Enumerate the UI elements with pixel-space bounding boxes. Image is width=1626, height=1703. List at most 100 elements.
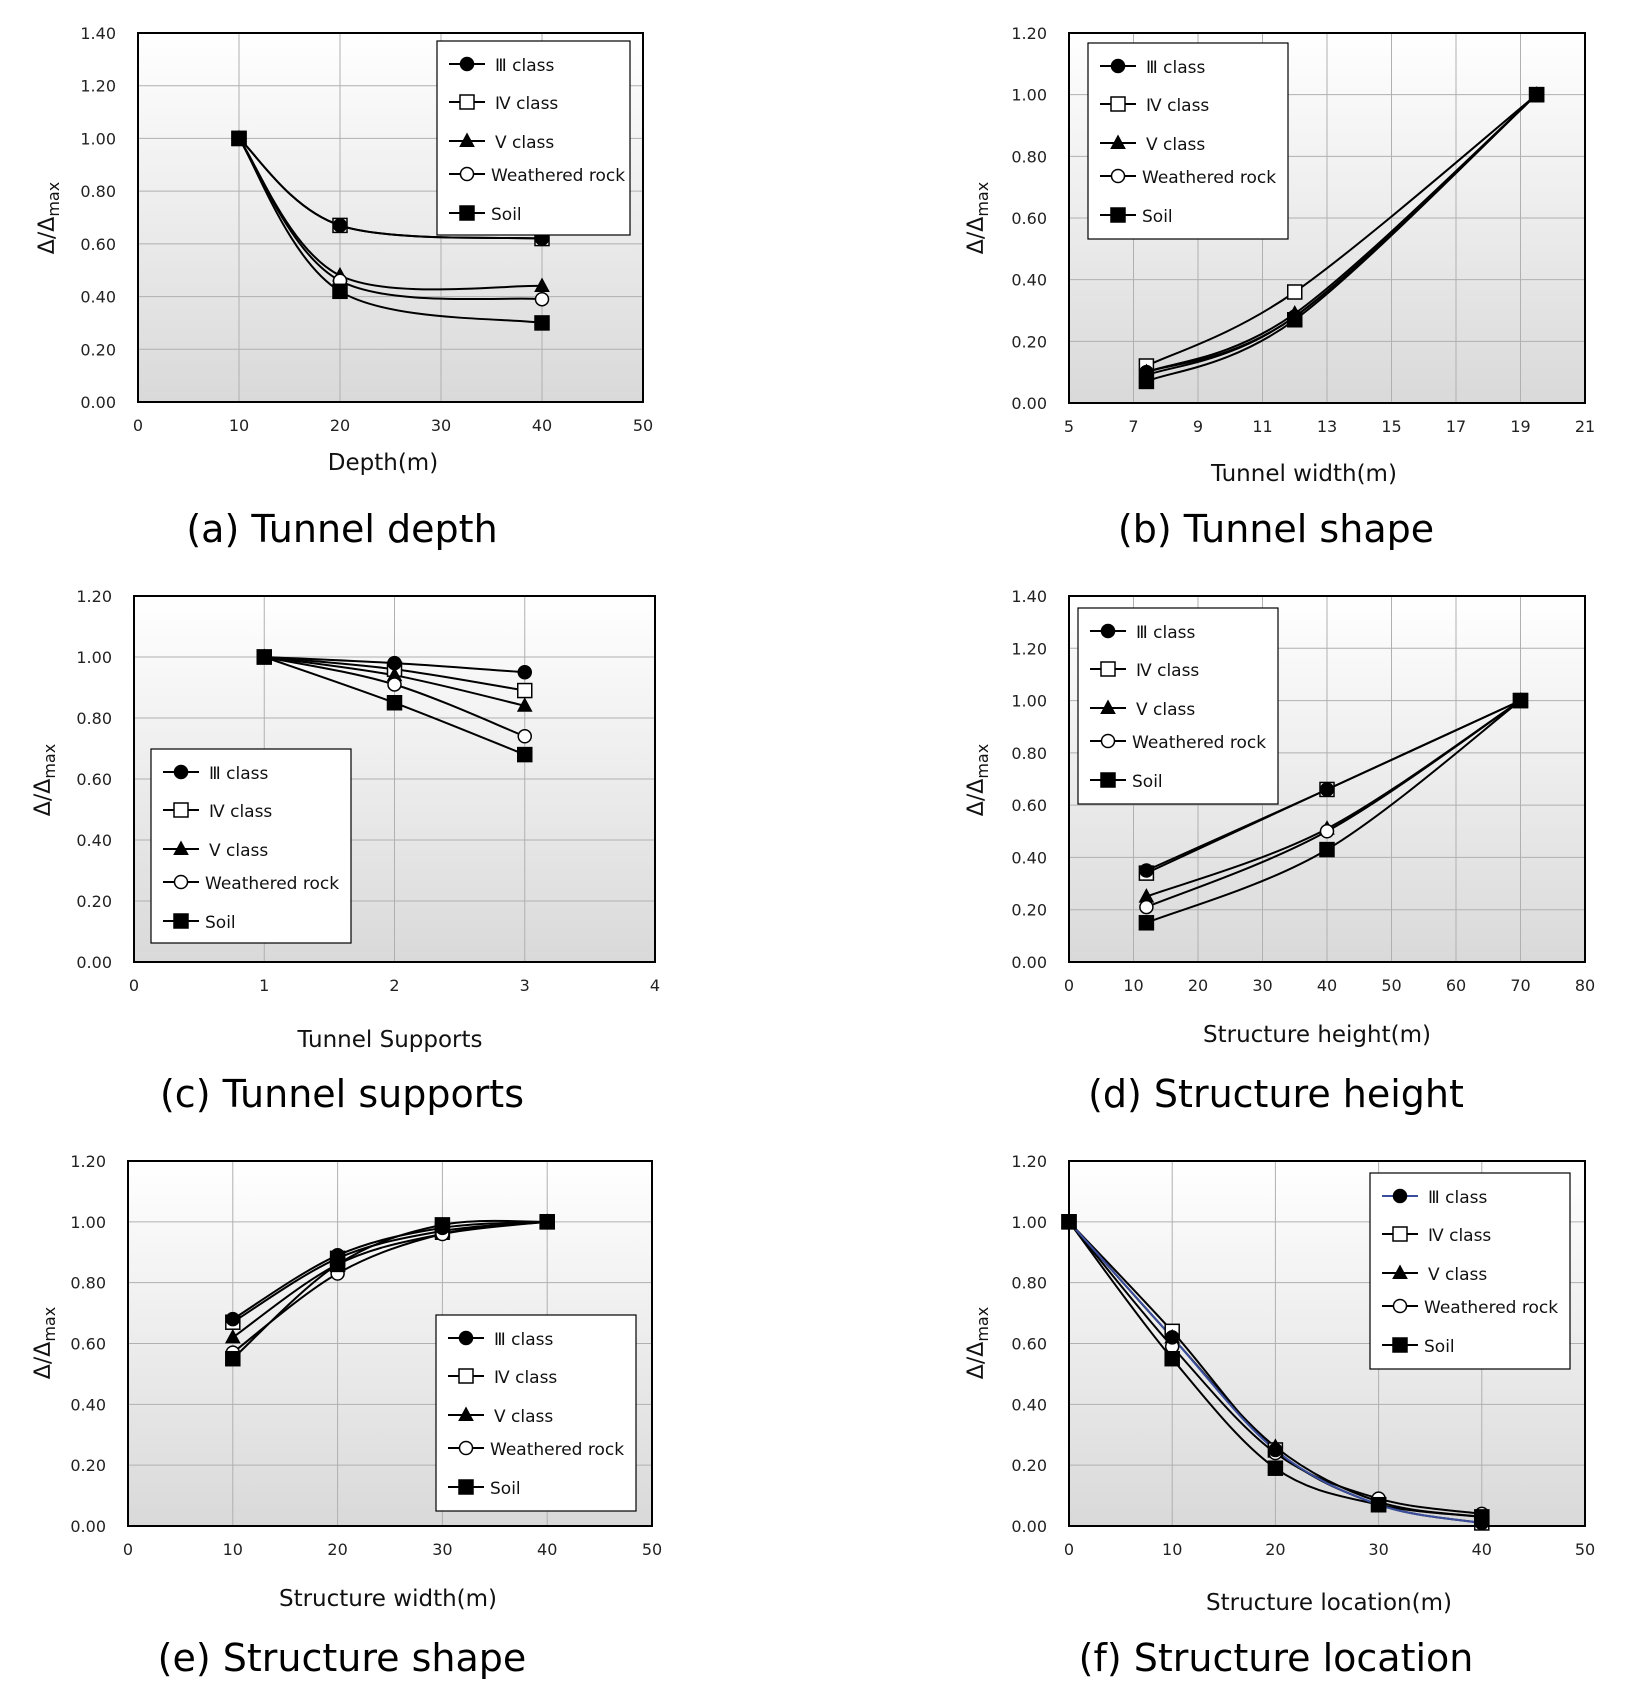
x-axis-title: Tunnel Supports [296, 1027, 482, 1053]
marker-filled-triangle [173, 840, 189, 855]
y-tick-label: 0.80 [76, 709, 112, 728]
y-tick-label: 0.00 [1011, 953, 1047, 972]
data-point [387, 655, 402, 671]
legend-label: Soil [205, 913, 236, 933]
x-tick-label: 50 [1575, 1540, 1595, 1559]
legend-marker [458, 1368, 474, 1384]
y-tick-label: 0.60 [76, 770, 112, 789]
legend-label: Soil [491, 205, 522, 225]
series-line [1068, 1221, 1482, 1515]
x-tick-label: 50 [1381, 976, 1401, 995]
data-point [332, 218, 348, 233]
x-tick-label: 30 [431, 416, 451, 435]
legend-label: Ⅲ class [1136, 623, 1195, 643]
y-tick-label: 1.00 [1011, 86, 1047, 105]
series-layer [256, 648, 533, 763]
chart-panel: 0.00 0.20 0.40 0.60 0.80 1.00 1.20 0 1 2 3 4 Ⅲ class… [31, 587, 660, 1116]
marker-filled-circle [435, 1220, 450, 1236]
marker-filled-circle [332, 218, 348, 233]
marker-filled-square [1392, 1337, 1408, 1353]
y-tick-label: 0.60 [70, 1335, 106, 1354]
marker-filled-square [1138, 915, 1155, 931]
chart-panel: 0.00 0.20 0.40 0.60 0.80 1.00 1.20 5 7 9 11 13 15 17 1… [964, 24, 1595, 551]
x-tick-label: 30 [1368, 1540, 1388, 1559]
legend-label: Ⅳ class [495, 94, 558, 114]
legend-label: Ⅳ class [209, 802, 272, 822]
chart-panel: 0.00 0.20 0.40 0.60 0.80 1.00 1.20 0 10 20 30 40 50 Ⅲ… [31, 1152, 662, 1680]
data-point [517, 729, 532, 744]
y-tick-label: 0.80 [1011, 1274, 1047, 1293]
y-axis-title: Δ/Δmax [964, 182, 992, 254]
legend-label: Ⅳ class [1428, 1226, 1491, 1246]
marker-filled-circle [1139, 863, 1154, 878]
data-point [257, 649, 272, 665]
legend-marker [459, 94, 475, 110]
series-layer [224, 1213, 556, 1367]
legend-label: Ⅳ class [494, 1368, 557, 1388]
y-tick-label: 0.80 [80, 182, 116, 201]
legend-marker [1110, 168, 1126, 184]
legend-marker [1110, 134, 1126, 149]
series-line [1068, 1221, 1482, 1518]
marker-filled-square [1110, 207, 1126, 223]
x-tick-label: 30 [432, 1540, 452, 1559]
y-axis-title-sub: max [44, 182, 63, 217]
x-tick-label: 1 [259, 976, 269, 995]
x-tick-label: 21 [1575, 417, 1595, 436]
marker-filled-circle [459, 56, 475, 72]
plot-border [1068, 1160, 1586, 1527]
x-tick-label: 40 [532, 416, 552, 435]
marker-filled-circle [1474, 1515, 1490, 1531]
y-tick-label: 0.40 [80, 288, 116, 307]
y-tick-label: 0.00 [80, 393, 116, 412]
y-tick-label: 0.80 [70, 1274, 106, 1293]
legend-marker [1100, 733, 1116, 749]
legend-marker [173, 764, 189, 780]
marker-open-square [517, 682, 533, 699]
x-tick-label: 40 [537, 1540, 557, 1559]
marker-filled-square [534, 315, 550, 331]
marker-filled-circle [1287, 309, 1302, 324]
y-axis-title-sub: max [973, 182, 992, 217]
y-axis-title: Δ/Δmax [31, 744, 59, 816]
y-tick-label: 0.20 [70, 1456, 106, 1475]
marker-open-circle [173, 874, 189, 890]
x-tick-label: 20 [330, 416, 350, 435]
legend-marker [1110, 96, 1126, 112]
y-axis-title-sub: max [40, 1307, 59, 1342]
y-axis-title-main: Δ/Δ [31, 1342, 56, 1380]
x-tick-label: 0 [133, 416, 143, 435]
marker-filled-triangle [516, 697, 533, 712]
marker-filled-circle [330, 1248, 345, 1263]
data-point [435, 1220, 450, 1236]
marker-filled-triangle [534, 277, 550, 293]
legend: Ⅲ class Ⅳ class Ⅴ class Weathered rock Soil [1087, 42, 1289, 240]
y-tick-label: 1.40 [80, 24, 116, 43]
y-tick-label: 0.80 [1011, 147, 1047, 166]
x-tick-label: 40 [1317, 976, 1337, 995]
marker-open-circle [517, 729, 532, 744]
legend-label: Ⅴ class [209, 841, 268, 861]
marker-filled-circle [1110, 58, 1126, 74]
x-tick-label: 0 [129, 976, 139, 995]
marker-filled-triangle [1100, 699, 1116, 714]
y-axis-title-main: Δ/Δ [31, 779, 56, 817]
x-tick-label: 2 [389, 976, 399, 995]
x-tick-label: 13 [1317, 417, 1337, 436]
marker-open-square [173, 802, 189, 818]
data-point [517, 746, 533, 763]
legend-marker [1392, 1337, 1408, 1353]
data-point [1529, 87, 1544, 102]
y-tick-label: 0.00 [76, 953, 112, 972]
panel-caption: (c) Tunnel supports [160, 1072, 524, 1116]
legend-label: Ⅲ class [494, 1330, 553, 1350]
legend-marker [458, 1330, 474, 1346]
y-tick-label: 0.40 [1011, 1395, 1047, 1414]
legend-marker [459, 166, 475, 182]
chart-panel: 0.00 0.20 0.40 0.60 0.80 1.00 1.20 1.40 0 10 20 30 4… [35, 24, 653, 551]
x-tick-label: 11 [1252, 417, 1272, 436]
marker-open-square [1100, 661, 1116, 677]
y-tick-label: 0.20 [1011, 332, 1047, 351]
y-tick-label: 0.40 [70, 1395, 106, 1414]
